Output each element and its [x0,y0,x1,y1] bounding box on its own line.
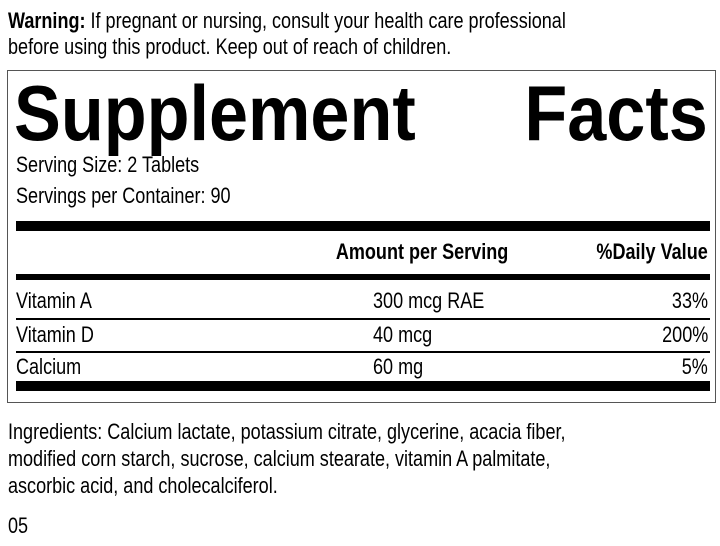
thick-divider-bottom [16,381,710,391]
supplement-facts-panel [7,70,716,403]
header-daily-value: %Daily Value [596,239,708,264]
warning-line-1: Warning: If pregnant or nursing, consult… [8,8,566,34]
serving-size: Serving Size: 2 Tablets [16,152,200,177]
thick-divider [16,221,710,231]
row-divider [16,351,710,353]
product-code: 05 [8,513,29,538]
warning-label: Warning: [8,8,86,33]
facts-title-supplement: Supplement [14,69,416,157]
row-divider [16,318,710,320]
ingredients-line-3: ascorbic acid, and cholecalciferol. [8,473,278,498]
warning-text: If pregnant or nursing, consult your hea… [85,8,566,33]
row-dv: 200% [661,322,708,347]
ingredients-line-2: modified corn starch, sucrose, calcium s… [8,446,551,471]
facts-title-facts: Facts [524,69,708,157]
row-dv: 5% [681,354,708,379]
row-name: Calcium [16,354,82,379]
row-dv: 33% [671,288,708,313]
row-name: Vitamin A [16,288,92,313]
header-amount: Amount per Serving [335,239,508,264]
row-name: Vitamin D [16,322,94,347]
medium-divider [16,274,710,280]
row-amount: 300 mcg RAE [373,288,485,313]
servings-per-container: Servings per Container: 90 [16,183,231,208]
ingredients-line-1: Ingredients: Calcium lactate, potassium … [8,419,566,444]
row-amount: 60 mg [373,354,424,379]
row-amount: 40 mcg [373,322,433,347]
warning-line-2: before using this product. Keep out of r… [8,34,452,59]
